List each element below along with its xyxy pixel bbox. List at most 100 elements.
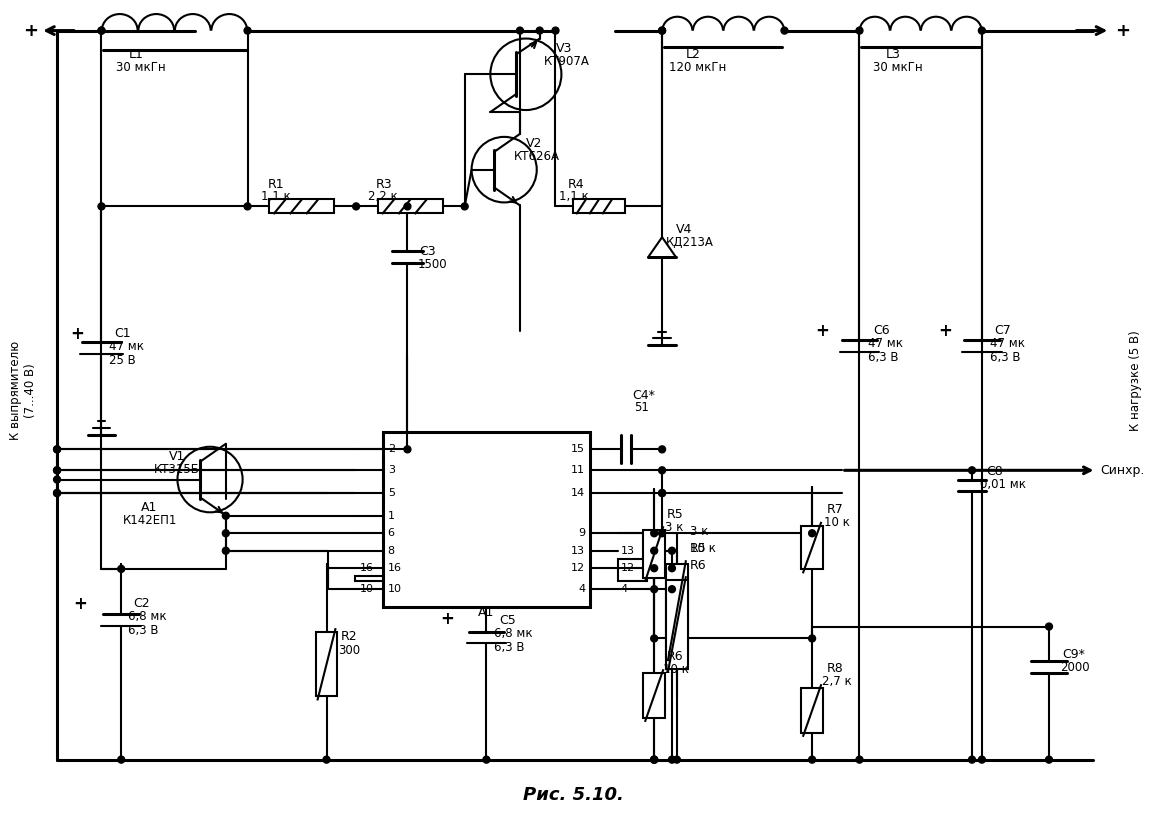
Text: 3 к: 3 к <box>690 525 708 537</box>
Text: 5: 5 <box>388 488 395 498</box>
Circle shape <box>650 756 657 763</box>
Circle shape <box>658 467 665 474</box>
Text: 10 к: 10 к <box>663 663 688 676</box>
Circle shape <box>516 27 523 34</box>
Bar <box>383 432 590 607</box>
Text: +: + <box>73 595 87 612</box>
Bar <box>355 576 383 581</box>
Bar <box>666 565 687 657</box>
Text: R1: R1 <box>267 178 283 191</box>
Circle shape <box>53 467 60 474</box>
Circle shape <box>482 756 489 763</box>
Text: R5: R5 <box>668 508 684 521</box>
Text: 6,3 В: 6,3 В <box>869 351 899 364</box>
Text: C3: C3 <box>419 244 436 258</box>
Text: 15: 15 <box>572 444 585 454</box>
Text: R3: R3 <box>376 178 392 191</box>
Text: КТ315Б: КТ315Б <box>154 463 200 476</box>
Circle shape <box>658 490 665 496</box>
Circle shape <box>856 27 863 34</box>
Text: R4: R4 <box>567 178 584 191</box>
Text: 10: 10 <box>360 584 374 594</box>
Polygon shape <box>648 237 676 257</box>
Text: 0,01 мк: 0,01 мк <box>980 478 1026 491</box>
Text: К выпрямителю
(7...40 В): К выпрямителю (7...40 В) <box>8 341 37 439</box>
Circle shape <box>658 490 665 496</box>
Circle shape <box>669 565 676 572</box>
Text: К нагрузке (5 В): К нагрузке (5 В) <box>1129 330 1142 430</box>
Bar <box>316 632 338 696</box>
Text: 47 мк: 47 мк <box>110 340 145 353</box>
Text: 10 к: 10 к <box>824 516 850 528</box>
Text: C1: C1 <box>115 327 131 340</box>
Text: 300: 300 <box>338 644 361 657</box>
Text: 6,3 В: 6,3 В <box>494 641 525 654</box>
Circle shape <box>53 490 60 496</box>
Text: R8: R8 <box>827 662 843 675</box>
Text: 4: 4 <box>620 584 628 594</box>
Text: V4: V4 <box>676 223 692 235</box>
Circle shape <box>673 756 680 763</box>
Text: 16: 16 <box>360 563 374 573</box>
Text: 3 к: 3 к <box>665 521 684 533</box>
Text: 13: 13 <box>620 546 635 556</box>
Text: 6,3 В: 6,3 В <box>989 351 1020 364</box>
Circle shape <box>118 565 125 573</box>
Circle shape <box>53 446 60 453</box>
Circle shape <box>650 586 657 593</box>
Text: 51: 51 <box>634 401 649 413</box>
Text: 30 мкГн: 30 мкГн <box>117 61 165 74</box>
Text: 1,1 к: 1,1 к <box>560 190 589 203</box>
Circle shape <box>552 27 559 34</box>
Text: +: + <box>69 324 83 342</box>
Circle shape <box>222 547 229 554</box>
Text: КТ626А: КТ626А <box>514 151 560 163</box>
Text: R6: R6 <box>690 559 706 572</box>
Text: Синхр.: Синхр. <box>1100 464 1144 477</box>
Bar <box>270 199 334 213</box>
Text: C8: C8 <box>986 465 1003 478</box>
Circle shape <box>244 203 251 210</box>
Circle shape <box>968 467 975 474</box>
Circle shape <box>650 756 657 763</box>
Text: 6: 6 <box>388 528 395 538</box>
Circle shape <box>669 547 676 554</box>
Text: 30 мкГн: 30 мкГн <box>874 61 923 74</box>
Circle shape <box>669 756 676 763</box>
Text: 1,1 к: 1,1 к <box>261 190 292 203</box>
Text: C2: C2 <box>133 597 149 610</box>
Bar <box>573 199 625 213</box>
Text: А1: А1 <box>141 501 157 514</box>
Circle shape <box>658 530 665 537</box>
Circle shape <box>53 467 60 474</box>
Circle shape <box>462 203 469 210</box>
Text: 13: 13 <box>572 546 585 556</box>
Text: L1: L1 <box>130 48 143 61</box>
Circle shape <box>1046 756 1053 763</box>
Bar <box>643 673 665 718</box>
Text: +: + <box>440 610 454 628</box>
Circle shape <box>53 446 60 453</box>
Text: 12: 12 <box>620 563 635 573</box>
Text: 11: 11 <box>572 465 585 476</box>
Text: R6: R6 <box>668 650 684 663</box>
Text: 8: 8 <box>388 546 395 556</box>
Circle shape <box>658 27 665 34</box>
Text: +: + <box>23 21 38 40</box>
Text: КД213А: КД213А <box>666 235 714 249</box>
Text: V3: V3 <box>555 42 572 55</box>
Circle shape <box>98 27 105 34</box>
Text: 47 мк: 47 мк <box>869 337 904 350</box>
Text: 2000: 2000 <box>1060 661 1090 674</box>
Circle shape <box>53 476 60 483</box>
Text: +: + <box>938 322 952 340</box>
Circle shape <box>53 490 60 496</box>
Circle shape <box>98 27 105 34</box>
Text: 6,8 мк: 6,8 мк <box>128 610 167 623</box>
Text: 10 к: 10 к <box>690 542 715 556</box>
Text: 14: 14 <box>570 488 585 498</box>
Circle shape <box>809 530 816 537</box>
Bar <box>802 688 823 732</box>
Bar <box>802 526 823 570</box>
Circle shape <box>650 635 657 642</box>
